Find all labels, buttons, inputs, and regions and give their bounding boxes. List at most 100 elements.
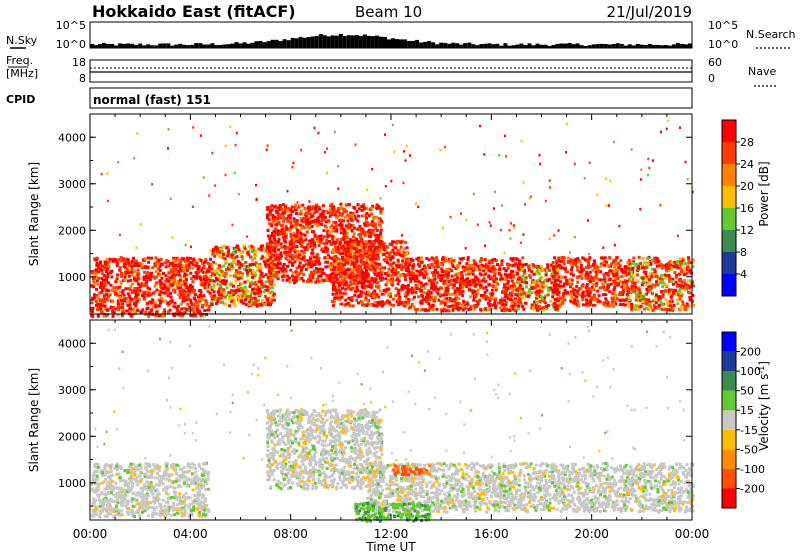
power-cell (394, 272, 397, 275)
power-cell (661, 267, 664, 270)
power-cell (540, 265, 543, 268)
power-cell (573, 301, 576, 304)
power-cell (387, 271, 390, 274)
power-cell (392, 298, 395, 301)
noise-bar (455, 43, 459, 48)
power-cell (389, 264, 392, 267)
noise-bar (235, 42, 239, 48)
power-cell (535, 301, 538, 304)
power-cell (479, 284, 482, 287)
power-cell (101, 289, 104, 292)
power-cell (296, 245, 299, 248)
power-cell (110, 289, 113, 292)
power-cell (310, 265, 313, 268)
power-cell (518, 267, 521, 270)
power-cell (589, 275, 592, 278)
power-cell (187, 297, 190, 300)
power-cell (562, 292, 565, 295)
power-cell (273, 284, 276, 287)
power-cell (484, 291, 487, 294)
noise-bar (202, 45, 206, 49)
power-cell (504, 273, 507, 276)
power-cell (309, 277, 312, 280)
power-cell (676, 285, 679, 288)
power-cell (107, 261, 110, 264)
noise-bar (130, 44, 134, 48)
power-cell (133, 277, 136, 280)
noise-bar (680, 44, 684, 48)
power-cell (336, 238, 339, 241)
power-cell (254, 250, 257, 253)
power-cell (378, 249, 381, 252)
power-cell (102, 315, 105, 318)
power-cell (293, 256, 296, 259)
noise-bar (656, 45, 660, 48)
power-cell (185, 278, 188, 281)
power-cell (263, 260, 266, 263)
noise-bar (315, 36, 319, 48)
power-cell (619, 299, 622, 302)
power-cell (520, 278, 523, 281)
power-cell (579, 271, 582, 274)
power-cell (348, 259, 351, 262)
power-cell (577, 261, 580, 264)
power-cell (311, 260, 314, 263)
power-cell (297, 277, 300, 280)
power-cell (145, 275, 148, 278)
power-cell (365, 271, 368, 274)
power-cell (507, 264, 510, 267)
noise-bar (275, 40, 279, 48)
power-cell (355, 256, 358, 259)
noise-bar (110, 44, 114, 48)
noise-bar (283, 39, 287, 48)
power-cell (661, 264, 664, 267)
power-cell (284, 257, 287, 260)
power-cell (531, 286, 534, 289)
power-cell (379, 210, 382, 213)
power-cell (547, 293, 550, 296)
power-cell (216, 300, 219, 303)
power-cell (203, 265, 206, 268)
power-cell (551, 295, 554, 298)
power-cell (488, 308, 491, 311)
power-cell (251, 249, 254, 252)
noise-bar (299, 37, 303, 48)
noise-bar (503, 43, 507, 48)
power-cell (289, 255, 292, 258)
power-cell (335, 230, 338, 233)
noise-bar (387, 39, 391, 48)
power-cell (317, 240, 320, 243)
power-cell (325, 239, 328, 242)
power-cell (420, 261, 423, 264)
power-cell (549, 300, 552, 303)
noise-bar (652, 45, 656, 48)
power-cell (428, 266, 431, 269)
power-cell (282, 212, 285, 215)
power-cell (262, 284, 265, 287)
power-cell (298, 212, 301, 215)
noise-bar (251, 43, 255, 48)
power-cell (174, 282, 177, 285)
power-cell (377, 221, 380, 224)
power-cell (415, 257, 418, 260)
power-cell (180, 308, 183, 311)
power-cell (304, 234, 307, 237)
power-cell (647, 299, 650, 302)
power-cell (476, 265, 479, 268)
power-cell (135, 259, 138, 262)
power-cell (624, 304, 627, 307)
power-cell (226, 286, 229, 289)
power-cell (379, 225, 382, 228)
power-cell (517, 264, 520, 267)
power-cell (517, 308, 520, 311)
power-cell (91, 301, 94, 304)
power-cell (290, 242, 293, 245)
power-cell (599, 286, 602, 289)
power-cell (212, 252, 215, 255)
power-cell (182, 296, 185, 299)
power-cell (264, 303, 267, 306)
power-cell (452, 259, 455, 262)
power-cell (392, 262, 395, 265)
power-cell (465, 273, 468, 276)
power-cell (155, 270, 158, 273)
